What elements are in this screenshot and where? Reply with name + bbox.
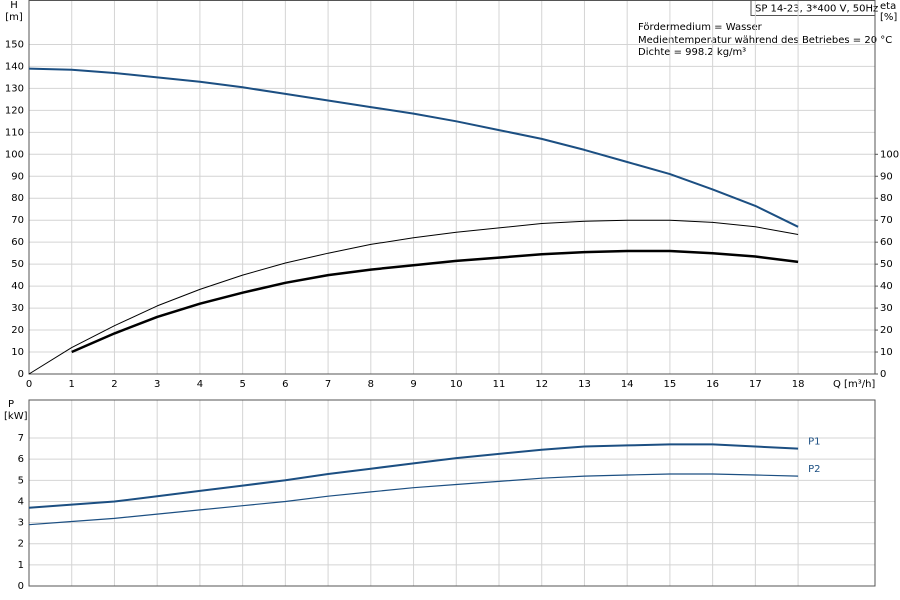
y-axis-label: H <box>10 0 18 11</box>
x-tick-label: 9 <box>410 379 416 390</box>
curve-label: P1 <box>808 437 820 448</box>
note: Fördermedium = Wasser <box>638 22 763 33</box>
y-tick-label: 30 <box>11 303 24 314</box>
x-tick-label: 13 <box>578 379 591 390</box>
y2-tick-label: 90 <box>880 171 893 182</box>
y-tick-label: 10 <box>11 347 24 358</box>
x-tick-label: 3 <box>154 379 160 390</box>
curve <box>28 219 799 375</box>
y2-axis-label: eta <box>880 1 896 12</box>
y-tick-label: 130 <box>5 83 24 94</box>
y-tick-label: 150 <box>5 39 24 50</box>
y-tick-label: 80 <box>11 193 24 204</box>
x-tick-label: 14 <box>621 379 634 390</box>
x-tick-label: 1 <box>69 379 75 390</box>
y2-tick-label: 60 <box>880 237 893 248</box>
x-tick-label: 10 <box>450 379 463 390</box>
plot-frame <box>28 399 876 587</box>
x-tick-label: 8 <box>368 379 374 390</box>
y2-axis-label: [%] <box>880 12 897 23</box>
curve <box>28 443 799 509</box>
y-tick-label: 6 <box>18 454 24 465</box>
note: Medientemperatur während des Betriebes =… <box>638 35 892 46</box>
y-tick-label: 5 <box>18 475 24 486</box>
y-tick-label: 120 <box>5 105 24 116</box>
y-tick-label: 50 <box>11 259 24 270</box>
y2-tick-label: 70 <box>880 215 893 226</box>
x-tick-label: 5 <box>239 379 245 390</box>
y-axis-label: [kW] <box>4 411 28 422</box>
x-tick-label: 17 <box>749 379 762 390</box>
y-tick-label: 0 <box>18 369 24 380</box>
y-tick-label: 70 <box>11 215 24 226</box>
y-axis-label: [m] <box>5 12 23 23</box>
plot-frame <box>28 0 876 375</box>
y-tick-label: 1 <box>18 560 24 571</box>
y-tick-label: 3 <box>18 518 24 529</box>
x-axis-label: Q [m³/h] <box>833 379 875 390</box>
y-tick-label: 40 <box>11 281 24 292</box>
y2-tick-label: 50 <box>880 259 893 270</box>
y2-tick-label: 20 <box>880 325 893 336</box>
y-tick-label: 60 <box>11 237 24 248</box>
curve <box>28 473 799 526</box>
y2-tick-label: 100 <box>880 149 899 160</box>
y-tick-label: 0 <box>18 581 24 592</box>
note: Dichte = 998.2 kg/m³ <box>638 47 746 58</box>
y-tick-label: 4 <box>18 496 24 507</box>
y2-tick-label: 30 <box>880 303 893 314</box>
x-tick-label: 16 <box>706 379 719 390</box>
x-tick-label: 4 <box>197 379 203 390</box>
curve <box>71 249 799 354</box>
y-tick-label: 100 <box>5 149 24 160</box>
y2-tick-label: 0 <box>880 369 886 380</box>
x-tick-label: 7 <box>325 379 331 390</box>
x-tick-label: 18 <box>792 379 805 390</box>
x-tick-label: 12 <box>535 379 548 390</box>
x-tick-label: 15 <box>664 379 677 390</box>
chart: 0 1 2 3 4 5 6 7 8 9 10 11 12 13 14 15 16 17 18010203040506… <box>5 0 899 390</box>
y-tick-label: 140 <box>5 61 24 72</box>
chart: 0 1 2 3 4 5 6 7 P[kW] P1 P2 <box>4 399 876 592</box>
x-tick-label: 11 <box>493 379 506 390</box>
y2-tick-label: 80 <box>880 193 893 204</box>
y-axis-label: P <box>8 399 14 410</box>
info-box-text: SP 14-23, 3*400 V, 50Hz <box>755 4 878 15</box>
y-tick-label: 7 <box>18 433 24 444</box>
plot-layer: 0 1 2 3 4 5 6 7 8 9 10 11 12 13 14 15 16 17 18010203040506… <box>4 0 899 592</box>
x-tick-label: 0 <box>26 379 32 390</box>
y-tick-label: 20 <box>11 325 24 336</box>
curve-label: P2 <box>808 464 820 475</box>
y-tick-label: 110 <box>5 127 24 138</box>
y2-tick-label: 40 <box>880 281 893 292</box>
y2-tick-label: 10 <box>880 347 893 358</box>
y-tick-label: 2 <box>18 539 24 550</box>
curve <box>28 67 799 228</box>
x-tick-label: 2 <box>111 379 117 390</box>
x-tick-label: 6 <box>282 379 288 390</box>
y-tick-label: 90 <box>11 171 24 182</box>
